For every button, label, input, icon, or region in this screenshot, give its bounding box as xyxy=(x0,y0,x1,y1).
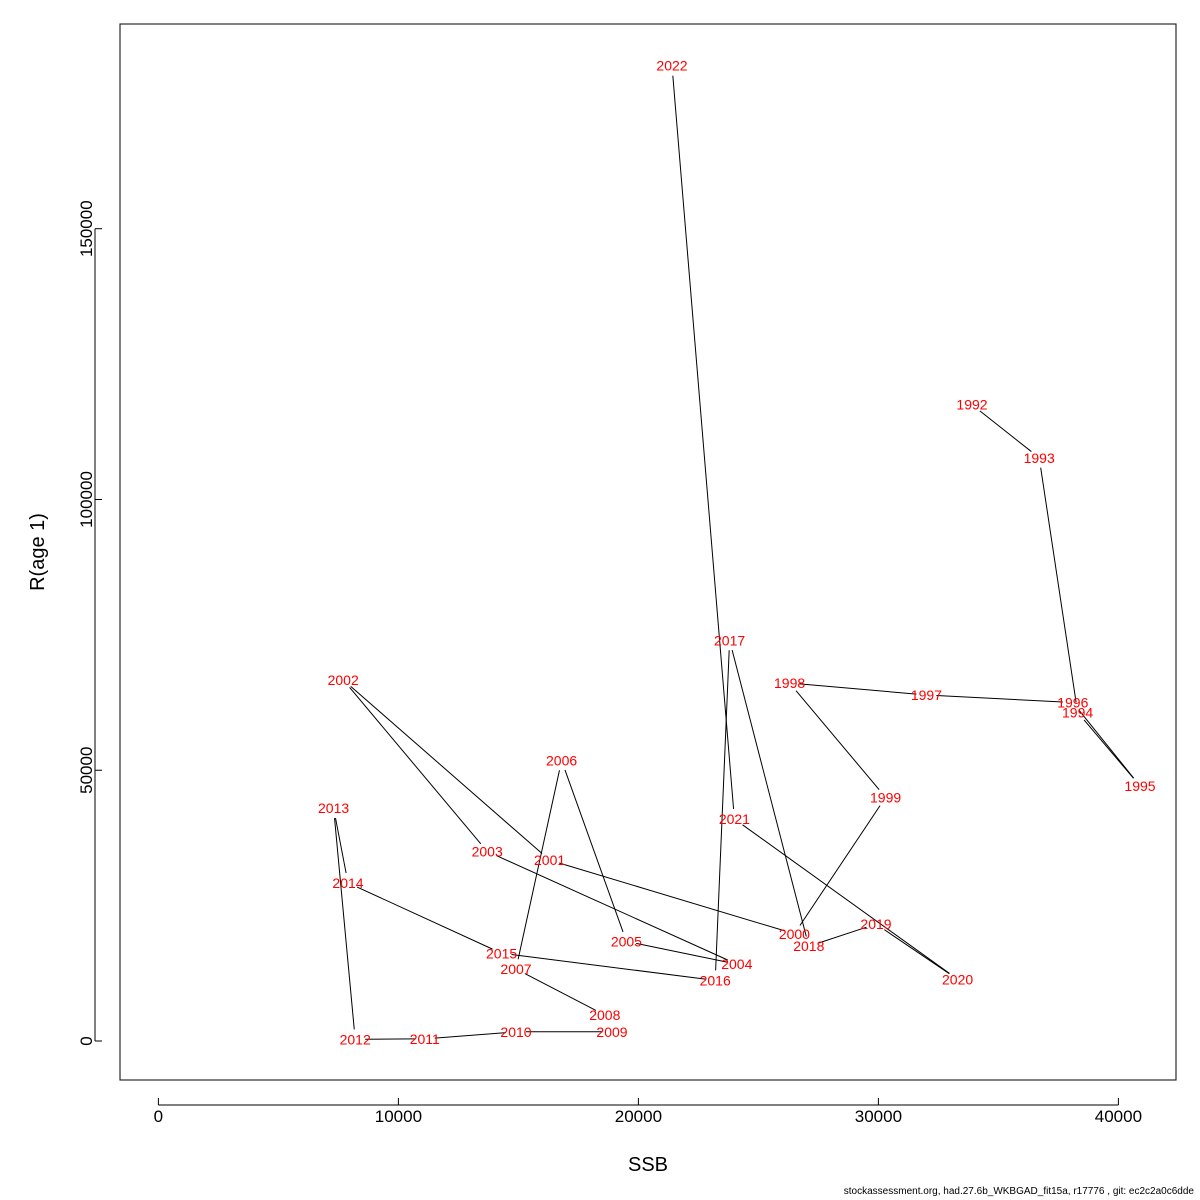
year-label: 1995 xyxy=(1124,778,1155,794)
trajectory-segment xyxy=(1083,719,1134,779)
x-tick-label: 10000 xyxy=(375,1107,422,1126)
year-label: 2012 xyxy=(340,1031,371,1047)
trajectory-segment xyxy=(559,862,785,932)
plot-frame xyxy=(119,23,1177,1081)
trajectory-segment xyxy=(884,929,950,975)
year-label: 2015 xyxy=(486,945,517,961)
y-tick-label: 50000 xyxy=(77,747,96,794)
year-label: 2005 xyxy=(611,933,642,949)
y-axis: 0 50000 100000 150000 xyxy=(77,200,102,1046)
trajectory-segment xyxy=(672,75,735,810)
x-axis-title: SSB xyxy=(628,1154,668,1176)
year-label: 2003 xyxy=(472,843,503,859)
year-label: 1992 xyxy=(956,397,987,413)
trajectory-segment xyxy=(517,770,560,960)
year-label: 2000 xyxy=(779,926,810,942)
trajectory-segment xyxy=(742,824,950,974)
trajectory-segment xyxy=(564,769,624,933)
year-label: 1994 xyxy=(1062,704,1093,720)
trajectory-segment xyxy=(349,687,482,845)
year-labels: 1992 1993 1994 1995 1996 1997 1998 1999 2000 2001… xyxy=(318,58,1156,1048)
y-tick-label: 0 xyxy=(77,1036,96,1045)
year-label: 1999 xyxy=(870,789,901,805)
y-tick-label: 150000 xyxy=(77,200,96,257)
trajectory-segment xyxy=(496,855,728,961)
year-label: 2017 xyxy=(714,632,745,648)
trajectory-segment xyxy=(731,649,807,937)
trajectory-segment xyxy=(511,954,706,980)
trajectory-segment xyxy=(636,942,728,963)
year-label: 2004 xyxy=(721,956,752,972)
year-label: 2013 xyxy=(318,800,349,816)
trajectory-segment xyxy=(818,926,867,944)
trajectory-segment xyxy=(979,410,1032,452)
year-label: 2011 xyxy=(410,1031,440,1047)
x-tick-label: 20000 xyxy=(615,1107,662,1126)
year-label: 2008 xyxy=(589,1007,620,1023)
year-label: 2006 xyxy=(546,752,577,768)
trajectory-segment xyxy=(1078,710,1135,779)
trajectory-segment xyxy=(799,683,917,695)
year-label: 2002 xyxy=(328,672,359,688)
year-label: 2001 xyxy=(534,852,565,868)
x-axis: 0 10000 20000 30000 40000 xyxy=(154,1098,1142,1126)
year-label: 1993 xyxy=(1024,450,1055,466)
trajectory-segment xyxy=(434,1032,507,1039)
trajectory-segment xyxy=(795,690,880,790)
year-label: 2010 xyxy=(500,1024,531,1040)
trajectory-segment xyxy=(334,818,355,1030)
year-label: 1996 xyxy=(1057,695,1088,711)
year-label: 2022 xyxy=(656,58,687,74)
year-label: 2020 xyxy=(942,971,973,987)
year-label: 1997 xyxy=(911,687,942,703)
year-label: 2019 xyxy=(860,916,891,932)
trajectory-segment xyxy=(350,686,543,854)
year-label: 2018 xyxy=(793,938,824,954)
year-label: 2016 xyxy=(700,972,731,988)
year-label: 2014 xyxy=(332,875,363,891)
trajectory-segment xyxy=(799,805,881,926)
trajectory-segment xyxy=(936,694,1063,703)
x-tick-label: 30000 xyxy=(855,1107,902,1126)
trajectory-segment xyxy=(335,817,347,874)
year-label: 2009 xyxy=(596,1024,627,1040)
y-axis-title: R(age 1) xyxy=(27,513,49,591)
footer-source: stockassessment.org, had.27.6b_WKBGAD_fi… xyxy=(843,1186,1194,1197)
year-label: 2007 xyxy=(500,961,531,977)
x-tick-label: 0 xyxy=(154,1107,163,1126)
trajectory-segment xyxy=(524,973,597,1011)
trajectory-segment xyxy=(356,886,493,950)
year-label: 2021 xyxy=(719,811,750,827)
trajectory-series xyxy=(334,75,1135,1040)
x-tick-label: 40000 xyxy=(1095,1107,1142,1126)
trajectory-segment xyxy=(715,650,730,971)
y-tick-label: 100000 xyxy=(77,471,96,528)
year-label: 1998 xyxy=(774,675,805,691)
trajectory-segment xyxy=(1040,467,1077,703)
